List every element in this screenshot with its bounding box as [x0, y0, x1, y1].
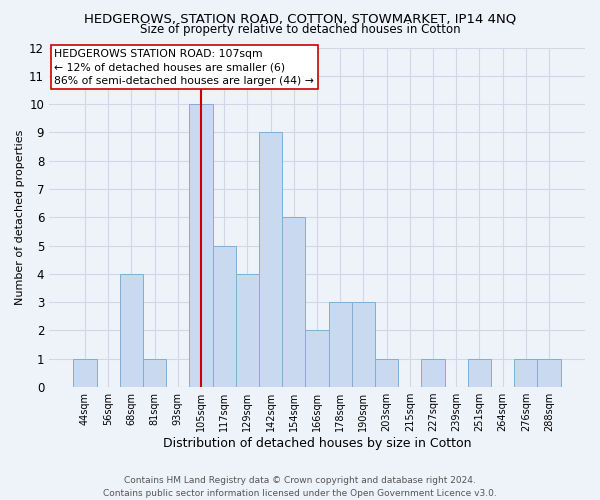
- Bar: [212, 246, 236, 387]
- Text: HEDGEROWS STATION ROAD: 107sqm
← 12% of detached houses are smaller (6)
86% of s: HEDGEROWS STATION ROAD: 107sqm ← 12% of …: [55, 49, 314, 86]
- Bar: [190, 104, 212, 387]
- Bar: [329, 302, 352, 387]
- Bar: [305, 330, 329, 387]
- Text: Contains HM Land Registry data © Crown copyright and database right 2024.
Contai: Contains HM Land Registry data © Crown c…: [103, 476, 497, 498]
- Y-axis label: Number of detached properties: Number of detached properties: [15, 130, 25, 305]
- Text: Size of property relative to detached houses in Cotton: Size of property relative to detached ho…: [140, 22, 460, 36]
- Bar: [236, 274, 259, 387]
- Bar: [514, 359, 538, 387]
- Bar: [282, 218, 305, 387]
- Bar: [375, 359, 398, 387]
- Bar: [538, 359, 560, 387]
- Bar: [352, 302, 375, 387]
- Bar: [421, 359, 445, 387]
- Bar: [73, 359, 97, 387]
- Bar: [259, 132, 282, 387]
- Bar: [143, 359, 166, 387]
- X-axis label: Distribution of detached houses by size in Cotton: Distribution of detached houses by size …: [163, 437, 471, 450]
- Bar: [120, 274, 143, 387]
- Bar: [468, 359, 491, 387]
- Text: HEDGEROWS, STATION ROAD, COTTON, STOWMARKET, IP14 4NQ: HEDGEROWS, STATION ROAD, COTTON, STOWMAR…: [84, 12, 516, 26]
